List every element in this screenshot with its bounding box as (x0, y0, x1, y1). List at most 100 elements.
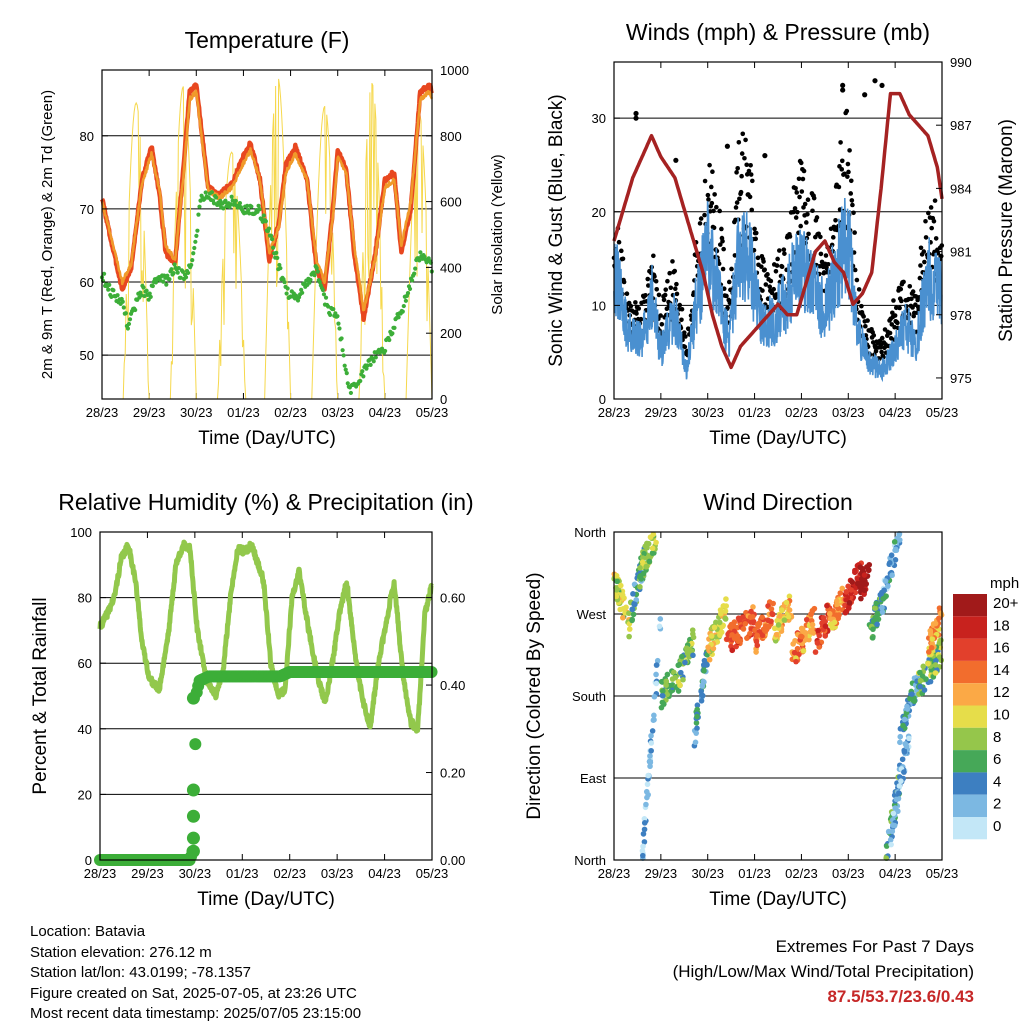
gust-point (861, 314, 866, 319)
gust-point (719, 226, 724, 232)
dewpoint-point (331, 306, 336, 312)
direction-point (785, 614, 792, 620)
direction-point (698, 698, 705, 704)
gust-point (662, 292, 668, 298)
gust-point (891, 298, 896, 303)
rh-ylabel: Percent & Total Rainfall (30, 597, 51, 794)
gust-point (636, 306, 642, 311)
legend-swatch (953, 638, 987, 661)
direction-point (849, 579, 855, 585)
direction-point (809, 608, 816, 614)
dewpoint-point (246, 207, 251, 213)
direction-point (651, 693, 658, 700)
direction-point (885, 583, 891, 589)
dewpoint-point (417, 258, 422, 263)
gust-point (679, 317, 684, 323)
dir-ytick-label: South (572, 689, 606, 704)
legend-label: 8 (993, 729, 1001, 746)
direction-point (926, 649, 932, 655)
dewpoint-point (249, 204, 254, 209)
direction-point (694, 725, 700, 732)
dewpoint-point (123, 311, 128, 316)
dir-xtick-label: 28/23 (598, 866, 631, 881)
direction-point (861, 572, 868, 578)
direction-point (794, 645, 801, 652)
gust-point (804, 220, 809, 225)
dewpoint-point (343, 367, 348, 372)
gust-point (735, 165, 741, 171)
direction-point (679, 653, 685, 660)
dewpoint-point (342, 363, 347, 368)
direction-point (846, 599, 853, 606)
dewpoint-point (383, 348, 388, 354)
direction-point (744, 635, 750, 641)
direction-point (879, 609, 886, 615)
dewpoint-point (390, 331, 395, 336)
gust-point (721, 286, 727, 292)
direction-point (735, 615, 742, 622)
dewpoint-point (195, 228, 200, 233)
direction-point (617, 606, 623, 613)
gust-point (747, 194, 753, 200)
gust-point (793, 215, 799, 220)
dewpoint-point (121, 305, 126, 310)
dir-ytick-label: West (577, 607, 607, 622)
direction-point (891, 539, 898, 545)
direction-point (733, 643, 740, 650)
direction-point (927, 631, 934, 637)
dewpoint-point (190, 258, 195, 263)
temp-y2tick-label: 1000 (440, 63, 469, 78)
direction-point (639, 559, 646, 565)
gust-point (658, 313, 663, 318)
gust-peak-point (724, 143, 730, 149)
rh-frame (99, 531, 433, 861)
dewpoint-point (268, 233, 274, 238)
dewpoint-point (271, 245, 276, 250)
gust-point (714, 204, 719, 210)
winds-y2tick-label: 990 (950, 55, 972, 70)
solar-insolation-line (102, 78, 433, 400)
dewpoint-point (315, 269, 320, 274)
direction-point (872, 605, 878, 611)
gust-point (851, 210, 856, 216)
direction-point (754, 632, 760, 639)
winds-xtick-label: 28/23 (598, 405, 631, 420)
temp-xtick-label: 04/23 (369, 405, 402, 420)
direction-point (889, 828, 896, 835)
dewpoint-point (285, 286, 290, 291)
direction-point (694, 702, 701, 708)
gust-point (787, 234, 793, 239)
legend-swatch (953, 705, 987, 728)
dewpoint-point (361, 374, 366, 379)
direction-point (814, 640, 821, 646)
gust-point (702, 178, 708, 184)
direction-point (892, 557, 899, 563)
gust-point (702, 212, 707, 218)
direction-point (647, 759, 654, 766)
direction-point (747, 614, 754, 620)
direction-point (769, 610, 775, 617)
gust-point (899, 298, 904, 304)
gust-point (672, 286, 678, 292)
gust-point (724, 293, 729, 299)
gust-point (734, 200, 740, 205)
dewpoint-point (164, 282, 169, 287)
gust-peak-point (673, 157, 679, 163)
direction-point (657, 616, 664, 622)
gust-point (892, 313, 898, 318)
gust-point (771, 286, 776, 292)
temp-ytick-label: 70 (80, 202, 94, 217)
direction-point (663, 682, 669, 689)
gust-point (665, 278, 670, 284)
gust-point (810, 208, 815, 214)
dewpoint-point (133, 307, 138, 313)
dewpoint-point (308, 277, 313, 282)
dewpoint-point (295, 298, 301, 303)
direction-point (630, 611, 637, 618)
gust-point (616, 239, 622, 245)
gust-point (763, 282, 769, 287)
direction-point (620, 615, 626, 621)
gust-peak-point (633, 115, 639, 121)
legend-label: 4 (993, 773, 1001, 790)
dewpoint-point (213, 195, 219, 200)
